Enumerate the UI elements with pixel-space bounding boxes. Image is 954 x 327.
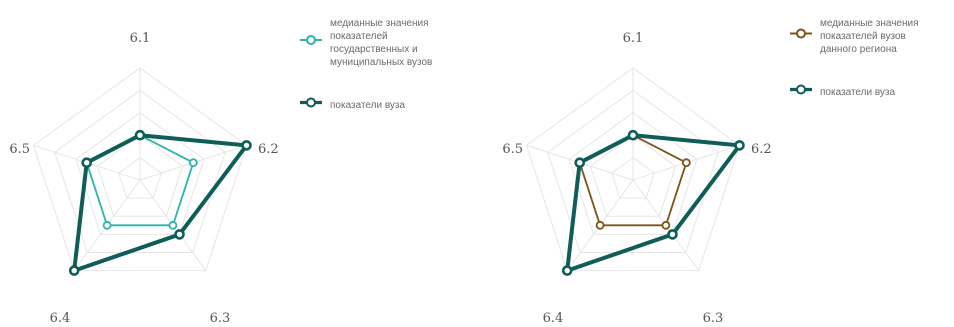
axis-label-6-3: 6.3	[210, 311, 231, 326]
axis-label-6-2: 6.2	[751, 142, 772, 157]
legend-label-line: муниципальных вузов	[330, 57, 432, 68]
legend-label: медианные значения показателей вузов данно…	[820, 18, 919, 55]
legend-swatch-marker	[306, 97, 316, 108]
legend-label-line: данного региона	[820, 44, 897, 55]
grid-ring-1	[611, 156, 655, 199]
legend-label: показатели вуза	[820, 87, 896, 98]
radar-chart-2: 6.1 6.2 6.3 6.4 6.5 медианные значения показат…	[502, 18, 918, 326]
legend-label-line: показателей вузов	[820, 31, 906, 42]
axis-label-6-3: 6.3	[703, 311, 724, 326]
data-point-6-1	[627, 129, 639, 141]
grid-ring-3	[75, 112, 205, 235]
legend-item-1: медианные значения показателей вузов данно…	[790, 18, 919, 55]
data-point-6-4	[68, 265, 80, 276]
data-point-6-5	[81, 157, 92, 168]
series-2	[561, 129, 745, 276]
data-point-6-4	[595, 220, 605, 230]
axis-label-6-4: 6.4	[50, 311, 71, 326]
legend-item-1: медианные значения показателей государстве…	[300, 18, 432, 68]
grid-ring-3	[568, 112, 698, 235]
legend-label: медианные значения показателей государстве…	[330, 18, 432, 68]
data-point-6-2	[681, 158, 691, 168]
legend-item-2: показатели вуза	[300, 97, 406, 111]
radar-chart-1: 6.1 6.2 6.3 6.4 6.5 медианные значения показат…	[9, 18, 432, 326]
data-point-6-2	[188, 158, 198, 168]
data-point-6-2	[241, 140, 252, 151]
legend-item-2: показатели вуза	[790, 84, 896, 98]
axis-label-6-1: 6.1	[130, 31, 151, 46]
legend-swatch-marker	[796, 28, 806, 39]
data-point-6-3	[168, 220, 178, 230]
data-point-6-4	[102, 220, 112, 230]
legend-label: показатели вуза	[330, 100, 406, 111]
grid-ring-5	[32, 67, 248, 272]
data-point-6-3	[174, 229, 185, 240]
series-line	[71, 133, 251, 274]
grid-ring-2	[96, 134, 184, 217]
data-point-6-3	[667, 229, 678, 240]
axis-label-6-4: 6.4	[543, 311, 564, 326]
legend-label-line: медианные значения	[330, 18, 429, 29]
legend-label-line: государственных и	[330, 44, 418, 55]
series-line	[564, 133, 744, 274]
grid-ring-1	[118, 156, 162, 199]
series-2	[68, 129, 252, 276]
data-point-6-4	[561, 265, 573, 276]
legend-label-line: медианные значения	[820, 18, 919, 29]
axis-label-6-5: 6.5	[9, 142, 30, 157]
grid-ring-2	[589, 134, 677, 217]
legend-label-line: показатели вуза	[330, 100, 406, 111]
data-point-6-5	[574, 157, 586, 168]
grid-ring-5	[525, 67, 741, 272]
legend-label-line: показатели вуза	[820, 87, 896, 98]
axis-label-6-5: 6.5	[502, 142, 523, 157]
legend-swatch-marker	[306, 35, 316, 45]
axis-label-6-2: 6.2	[258, 142, 279, 157]
data-point-6-2	[734, 140, 745, 151]
legend-swatch-marker	[796, 84, 806, 95]
legend-label-line: показателей	[330, 31, 388, 42]
data-point-6-3	[661, 220, 671, 230]
axis-label-6-1: 6.1	[623, 31, 644, 46]
data-point-6-1	[134, 129, 146, 141]
